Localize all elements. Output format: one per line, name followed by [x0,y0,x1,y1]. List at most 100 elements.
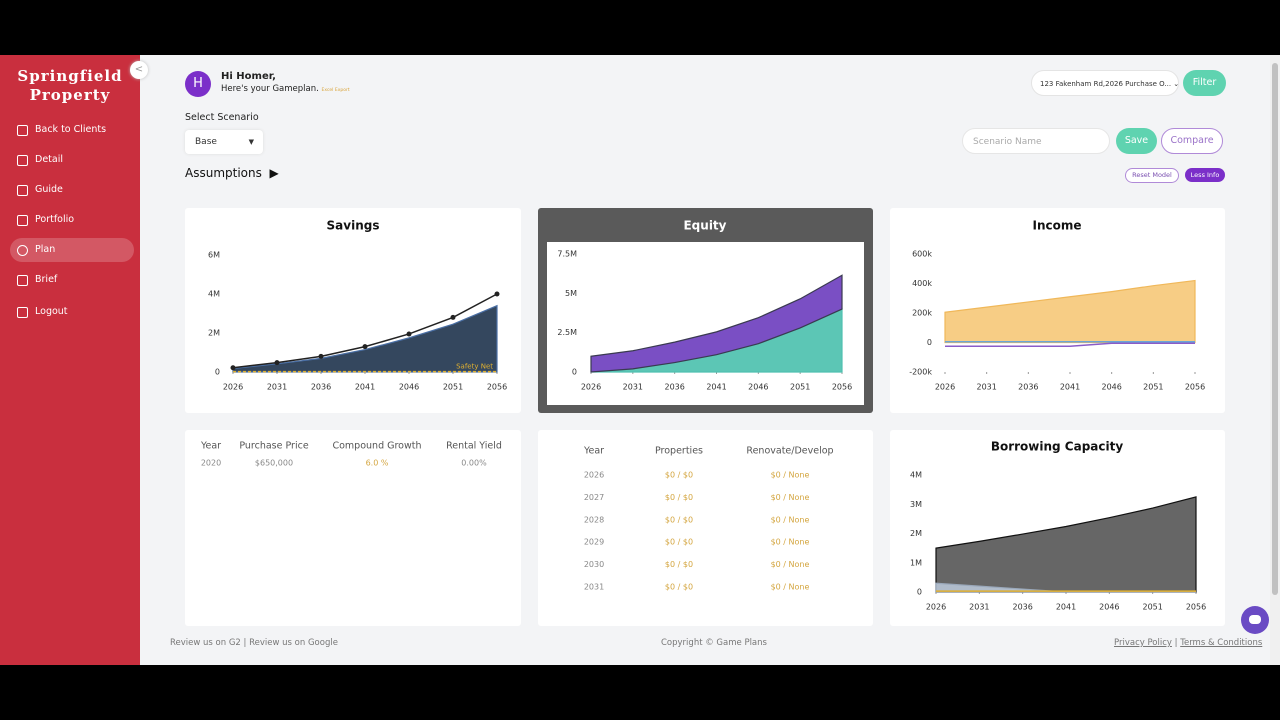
y-tick-label: 0 [572,368,577,377]
reset-model-button[interactable]: Reset Model [1125,168,1179,183]
table-cell: $0 / $0 [665,583,693,592]
chart-title: Borrowing Capacity [991,440,1124,454]
assumptions-text: Assumptions [185,166,262,180]
review-google[interactable]: Review us on Google [249,638,338,648]
x-tick-label: 2036 [311,383,331,392]
marker [230,365,236,371]
x-tick-label: 2046 [1101,383,1121,392]
table-cell: $0 / $0 [665,560,693,569]
x-tick-label: 2056 [1186,603,1206,612]
nav-label: Portfolio [35,214,75,225]
nav-item[interactable]: Guide [10,178,134,202]
marker [406,331,412,337]
x-tick-label: 2026 [223,383,243,392]
table-header: Properties [655,446,703,457]
x-tick-label: 2056 [1185,383,1205,392]
y-tick-label: 0 [917,588,922,597]
y-tick-label: 2M [208,329,220,338]
nav-label: Detail [35,154,63,165]
scenario-name-input[interactable]: Scenario Name [962,128,1110,154]
x-tick-label: 2046 [748,383,768,392]
x-tick-label: 2041 [1060,383,1080,392]
scenario-value: Base [195,137,217,147]
filter-button[interactable]: Filter [1183,70,1226,96]
chart-title: Savings [327,219,380,233]
nav-item[interactable]: Portfolio [10,208,134,232]
table-cell: 2027 [584,493,604,502]
nav-item[interactable]: Back to Clients [10,118,134,142]
greeting: Hi Homer, [221,71,276,82]
table-header: Year [583,446,604,457]
review-g2[interactable]: Review us on G2 [170,638,241,648]
save-button[interactable]: Save [1116,128,1157,154]
marker [318,353,324,359]
terms-link[interactable]: Terms & Conditions [1180,638,1263,648]
x-tick-label: 2031 [969,603,989,612]
scrollbar[interactable] [1270,55,1280,665]
separator: | [1174,638,1178,648]
property-select-text: 123 Fakenham Rd,2026 Purchase O... [1040,80,1172,88]
y-tick-label: 400k [912,279,932,288]
scenario-select[interactable]: Base ▼ [185,130,263,154]
x-tick-label: 2051 [1143,383,1163,392]
nav-icon [17,125,28,136]
property-select[interactable]: 123 Fakenham Rd,2026 Purchase O... ⌄ [1031,70,1179,96]
table-cell: $0 / None [771,560,810,569]
marker [494,291,500,297]
y-tick-label: 7.5M [557,250,577,259]
table-header: Renovate/Develop [746,446,833,457]
x-tick-label: 2041 [1056,603,1076,612]
avatar: H [185,71,211,97]
nav-item[interactable]: Brief [10,268,134,292]
nav-item[interactable]: Logout [10,300,134,324]
sidebar: Springfield Property Back to Clients Deta… [0,55,140,665]
y-tick-label: 5M [565,289,577,298]
x-tick-label: 2031 [623,383,643,392]
nav-item[interactable]: Plan [10,238,134,262]
chart-title: Income [1032,219,1081,233]
chat-button[interactable] [1241,606,1269,634]
compare-button[interactable]: Compare [1161,128,1223,154]
x-tick-label: 2031 [976,383,996,392]
table-cell: $650,000 [255,459,293,468]
marker [450,314,456,320]
x-tick-label: 2056 [487,383,507,392]
x-tick-label: 2041 [706,383,726,392]
area [944,279,1196,344]
y-tick-label: 4M [910,471,922,480]
separator: | [243,638,247,648]
subtitle: Here's your Gameplan. Excel Export [221,84,350,94]
x-tick-label: 2051 [443,383,463,392]
nav-icon [17,185,28,196]
less-info-button[interactable]: Less Info [1185,168,1225,182]
x-tick-label: 2046 [1099,603,1119,612]
line [945,342,1195,347]
table-cell: 6.0 % [366,459,389,468]
y-tick-label: -200k [909,368,932,377]
copyright: Copyright © Game Plans [661,638,767,648]
table-cell: $0 / None [771,583,810,592]
x-tick-label: 2026 [581,383,601,392]
chart-title: Equity [683,219,726,233]
logo: Springfield [17,67,123,85]
table-header: Compound Growth [332,441,421,452]
scrollbar-thumb[interactable] [1272,63,1278,595]
area [590,274,843,373]
table-cell: 2031 [584,583,604,592]
properties-table-card [538,430,873,626]
excel-export[interactable]: Excel Export [321,88,350,93]
y-tick-label: 2.5M [557,328,577,337]
y-tick-label: 0 [215,368,220,377]
x-tick-label: 2036 [1018,383,1038,392]
subtitle-text: Here's your Gameplan. [221,84,319,94]
y-tick-label: 6M [208,251,220,260]
table-cell: $0 / $0 [665,538,693,547]
nav-item[interactable]: Detail [10,148,134,172]
collapse-button[interactable]: < [130,61,148,79]
privacy-link[interactable]: Privacy Policy [1114,638,1172,648]
y-tick-label: 200k [912,309,932,318]
chat-icon [1249,615,1261,624]
marker [362,344,368,350]
nav-label: Plan [35,244,56,255]
assumptions-title[interactable]: Assumptions ▶ [185,166,279,180]
